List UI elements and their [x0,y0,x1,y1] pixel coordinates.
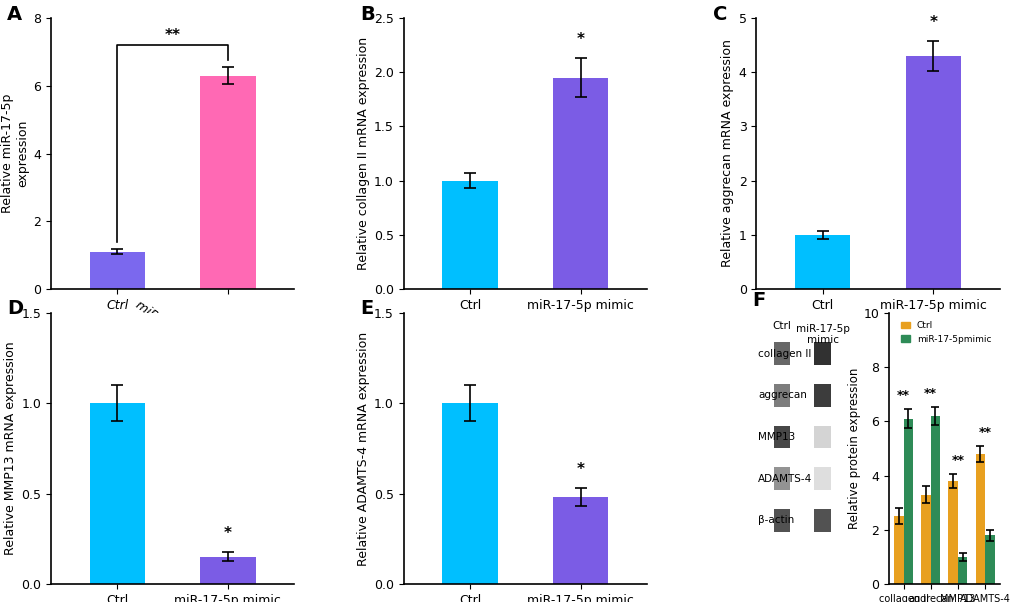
Text: miR-17-5p
mimic: miR-17-5p mimic [795,324,849,346]
Text: β-actin: β-actin [757,515,794,526]
Text: *: * [928,15,936,30]
Bar [813,384,830,407]
Text: E: E [360,299,373,318]
Bar [200,76,256,289]
Bar [552,497,607,584]
Bar [894,516,903,584]
Text: aggrecan: aggrecan [757,390,806,400]
Legend: Ctrl, miR-17-5pmimic: Ctrl, miR-17-5pmimic [897,317,995,347]
Text: Ctrl: Ctrl [772,321,791,331]
Bar [442,403,497,584]
Bar [813,509,830,532]
Text: *: * [576,462,584,477]
Text: B: B [360,5,374,23]
Text: F: F [751,291,764,311]
Bar [552,78,607,289]
Bar [813,426,830,448]
Bar [984,535,994,584]
Bar [974,454,984,584]
Bar [794,235,850,289]
Bar [948,481,957,584]
Text: C: C [712,5,727,23]
Y-axis label: Relative ADAMTS-4 mRNA expression: Relative ADAMTS-4 mRNA expression [357,332,370,565]
Bar [773,342,790,365]
Text: **: ** [977,426,990,439]
Bar [957,557,966,584]
Bar [813,342,830,365]
Text: **: ** [896,389,909,403]
Bar [929,416,940,584]
Bar [773,467,790,490]
Bar [90,403,145,584]
Bar [813,467,830,490]
Bar [200,557,256,584]
Bar [773,426,790,448]
Text: MMP13: MMP13 [757,432,795,442]
Text: **: ** [951,455,963,467]
Bar [442,181,497,289]
Text: collagen II: collagen II [757,349,811,359]
Bar [773,509,790,532]
Text: D: D [7,299,23,318]
Text: A: A [7,5,22,23]
Text: **: ** [923,386,936,400]
Text: *: * [576,33,584,48]
Y-axis label: Relative protein expression: Relative protein expression [847,368,860,529]
Text: ADAMTS-4: ADAMTS-4 [757,474,812,483]
Bar [920,495,929,584]
Bar [90,252,145,289]
Y-axis label: Relative MMP13 mRNA expression: Relative MMP13 mRNA expression [4,342,17,555]
Bar [905,56,960,289]
Text: *: * [224,527,231,542]
Bar [773,384,790,407]
Bar [903,419,912,584]
Y-axis label: Relative aggrecan mRNA expression: Relative aggrecan mRNA expression [720,40,734,267]
Y-axis label: Relative miR-17-5p
expression: Relative miR-17-5p expression [1,94,30,213]
Text: **: ** [164,28,180,43]
Y-axis label: Relative collagen II mRNA expression: Relative collagen II mRNA expression [357,37,370,270]
